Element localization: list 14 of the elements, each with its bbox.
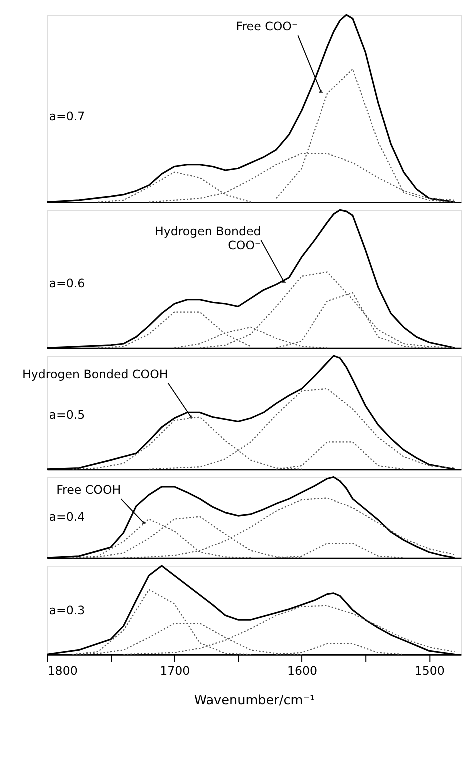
annotation: a=0.7	[49, 110, 86, 124]
annotation: a=0.5	[49, 408, 86, 422]
x-tick-label: 1800	[48, 664, 78, 678]
x-axis-title: Wavenumber/cm⁻¹	[194, 693, 316, 708]
x-tick-label: 1600	[287, 664, 318, 678]
x-tick-label: 1700	[160, 664, 190, 678]
annotation: a=0.4	[49, 510, 86, 524]
annotation: a=0.3	[49, 603, 86, 618]
annotation: Hydrogen Bonded COOH	[22, 367, 168, 382]
annotation: Free COOH	[56, 483, 122, 498]
annotation: Hydrogen Bonded COO⁻	[154, 224, 262, 252]
annotation: Free COO⁻	[236, 20, 298, 34]
annotation: a=0.6	[49, 276, 86, 290]
x-tick-label: 1500	[414, 664, 445, 678]
